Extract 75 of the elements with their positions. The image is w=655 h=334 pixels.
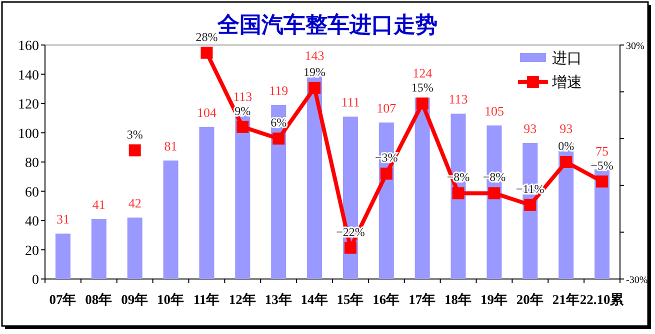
x-tick-label: 11年 [193, 292, 220, 307]
x-tick-label: 09年 [121, 292, 149, 307]
data-label: 19% [304, 64, 326, 79]
x-tick-label: 13年 [264, 292, 292, 307]
point [596, 176, 608, 188]
x-tick-label: 21年 [552, 292, 580, 307]
data-label: −8% [482, 170, 506, 184]
y-tick-label: 160 [18, 39, 39, 54]
point [560, 156, 572, 168]
bar [414, 98, 430, 279]
point [272, 132, 285, 145]
data-label: 113 [233, 88, 252, 104]
y-tick-label: 140 [18, 68, 39, 84]
x-tick-label: 18年 [444, 292, 472, 307]
x-tick-label: 07年 [49, 292, 77, 307]
data-label: 6% [270, 116, 287, 130]
x-tick-label: 15年 [336, 292, 364, 307]
bar [55, 234, 70, 279]
point [488, 187, 500, 200]
y-tick-label: 20 [25, 244, 39, 259]
legend-label: 增速 [551, 74, 582, 91]
data-label: 31 [56, 212, 70, 227]
point [524, 198, 536, 211]
point [416, 98, 428, 110]
data-label: 41 [92, 197, 106, 212]
point [128, 144, 141, 156]
bar [127, 218, 142, 279]
data-label: 107 [376, 100, 397, 116]
data-label: 42 [128, 196, 142, 211]
y-tick-label: 0 [32, 273, 39, 288]
y2-tick-label: 30% [626, 41, 644, 52]
y-tick-label: 100 [18, 126, 39, 142]
data-label: 81 [164, 138, 178, 154]
data-label: 104 [196, 104, 217, 120]
x-tick-label: 12年 [228, 292, 256, 307]
x-tick-label: 10年 [157, 292, 185, 307]
y-tick-label: 60 [25, 185, 39, 200]
data-label: 28% [196, 30, 218, 44]
point [452, 187, 464, 200]
x-tick-label: 16年 [372, 292, 400, 307]
y-tick-label: 40 [25, 214, 39, 230]
y2-tick-label: -30% [626, 275, 648, 286]
data-label: 124 [412, 66, 433, 80]
data-label: 93 [524, 120, 537, 136]
bar [235, 114, 250, 279]
data-label: 111 [341, 94, 360, 110]
bar [163, 160, 178, 279]
x-tick-label: 22.10累 [580, 292, 626, 307]
data-label: 15% [411, 80, 434, 94]
point [380, 168, 392, 180]
point [344, 242, 356, 254]
y-tick-label: 120 [18, 98, 39, 112]
bar [199, 126, 214, 279]
point [308, 82, 321, 94]
data-label: 75 [596, 144, 609, 158]
bar [271, 104, 286, 279]
x-tick-label: 14年 [300, 292, 328, 307]
x-tick-label: 19年 [480, 292, 508, 307]
data-label: 93 [560, 120, 573, 136]
point [200, 46, 213, 59]
chart-title: 全国汽车整车进口走势 [216, 12, 438, 37]
data-label: 143 [304, 48, 324, 63]
data-label: 113 [448, 92, 468, 107]
x-tick-label: 20年 [516, 292, 544, 307]
data-label: 0% [558, 139, 574, 153]
point [236, 120, 249, 133]
y-tick-label: 80 [25, 156, 39, 171]
data-label: 3% [126, 127, 143, 142]
data-label: 105 [484, 103, 504, 118]
x-tick-label: 17年 [408, 292, 436, 307]
x-tick-label: 08年 [85, 292, 113, 307]
legend-label: 进口 [552, 50, 582, 67]
data-label: −5% [590, 158, 614, 172]
bar [91, 219, 106, 279]
data-label: 119 [269, 82, 288, 98]
